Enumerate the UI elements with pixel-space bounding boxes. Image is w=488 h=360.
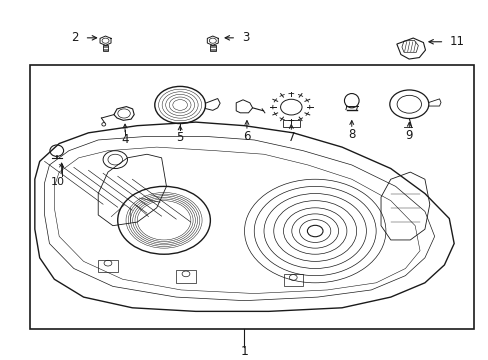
Bar — [98, 260, 118, 272]
Text: 10: 10 — [51, 177, 65, 187]
Text: 8: 8 — [347, 128, 355, 141]
Text: 3: 3 — [242, 31, 249, 44]
Bar — [30, 65, 473, 329]
Bar — [283, 274, 303, 286]
Bar — [102, 45, 108, 51]
Text: 4: 4 — [121, 133, 128, 146]
Text: 5: 5 — [176, 131, 183, 144]
Text: 7: 7 — [287, 131, 294, 144]
Text: 6: 6 — [243, 130, 250, 143]
Bar — [209, 45, 215, 51]
Bar — [176, 270, 195, 283]
Text: 1: 1 — [240, 345, 248, 358]
Text: 9: 9 — [405, 129, 412, 142]
Text: 11: 11 — [448, 35, 463, 48]
Text: 2: 2 — [71, 31, 79, 44]
